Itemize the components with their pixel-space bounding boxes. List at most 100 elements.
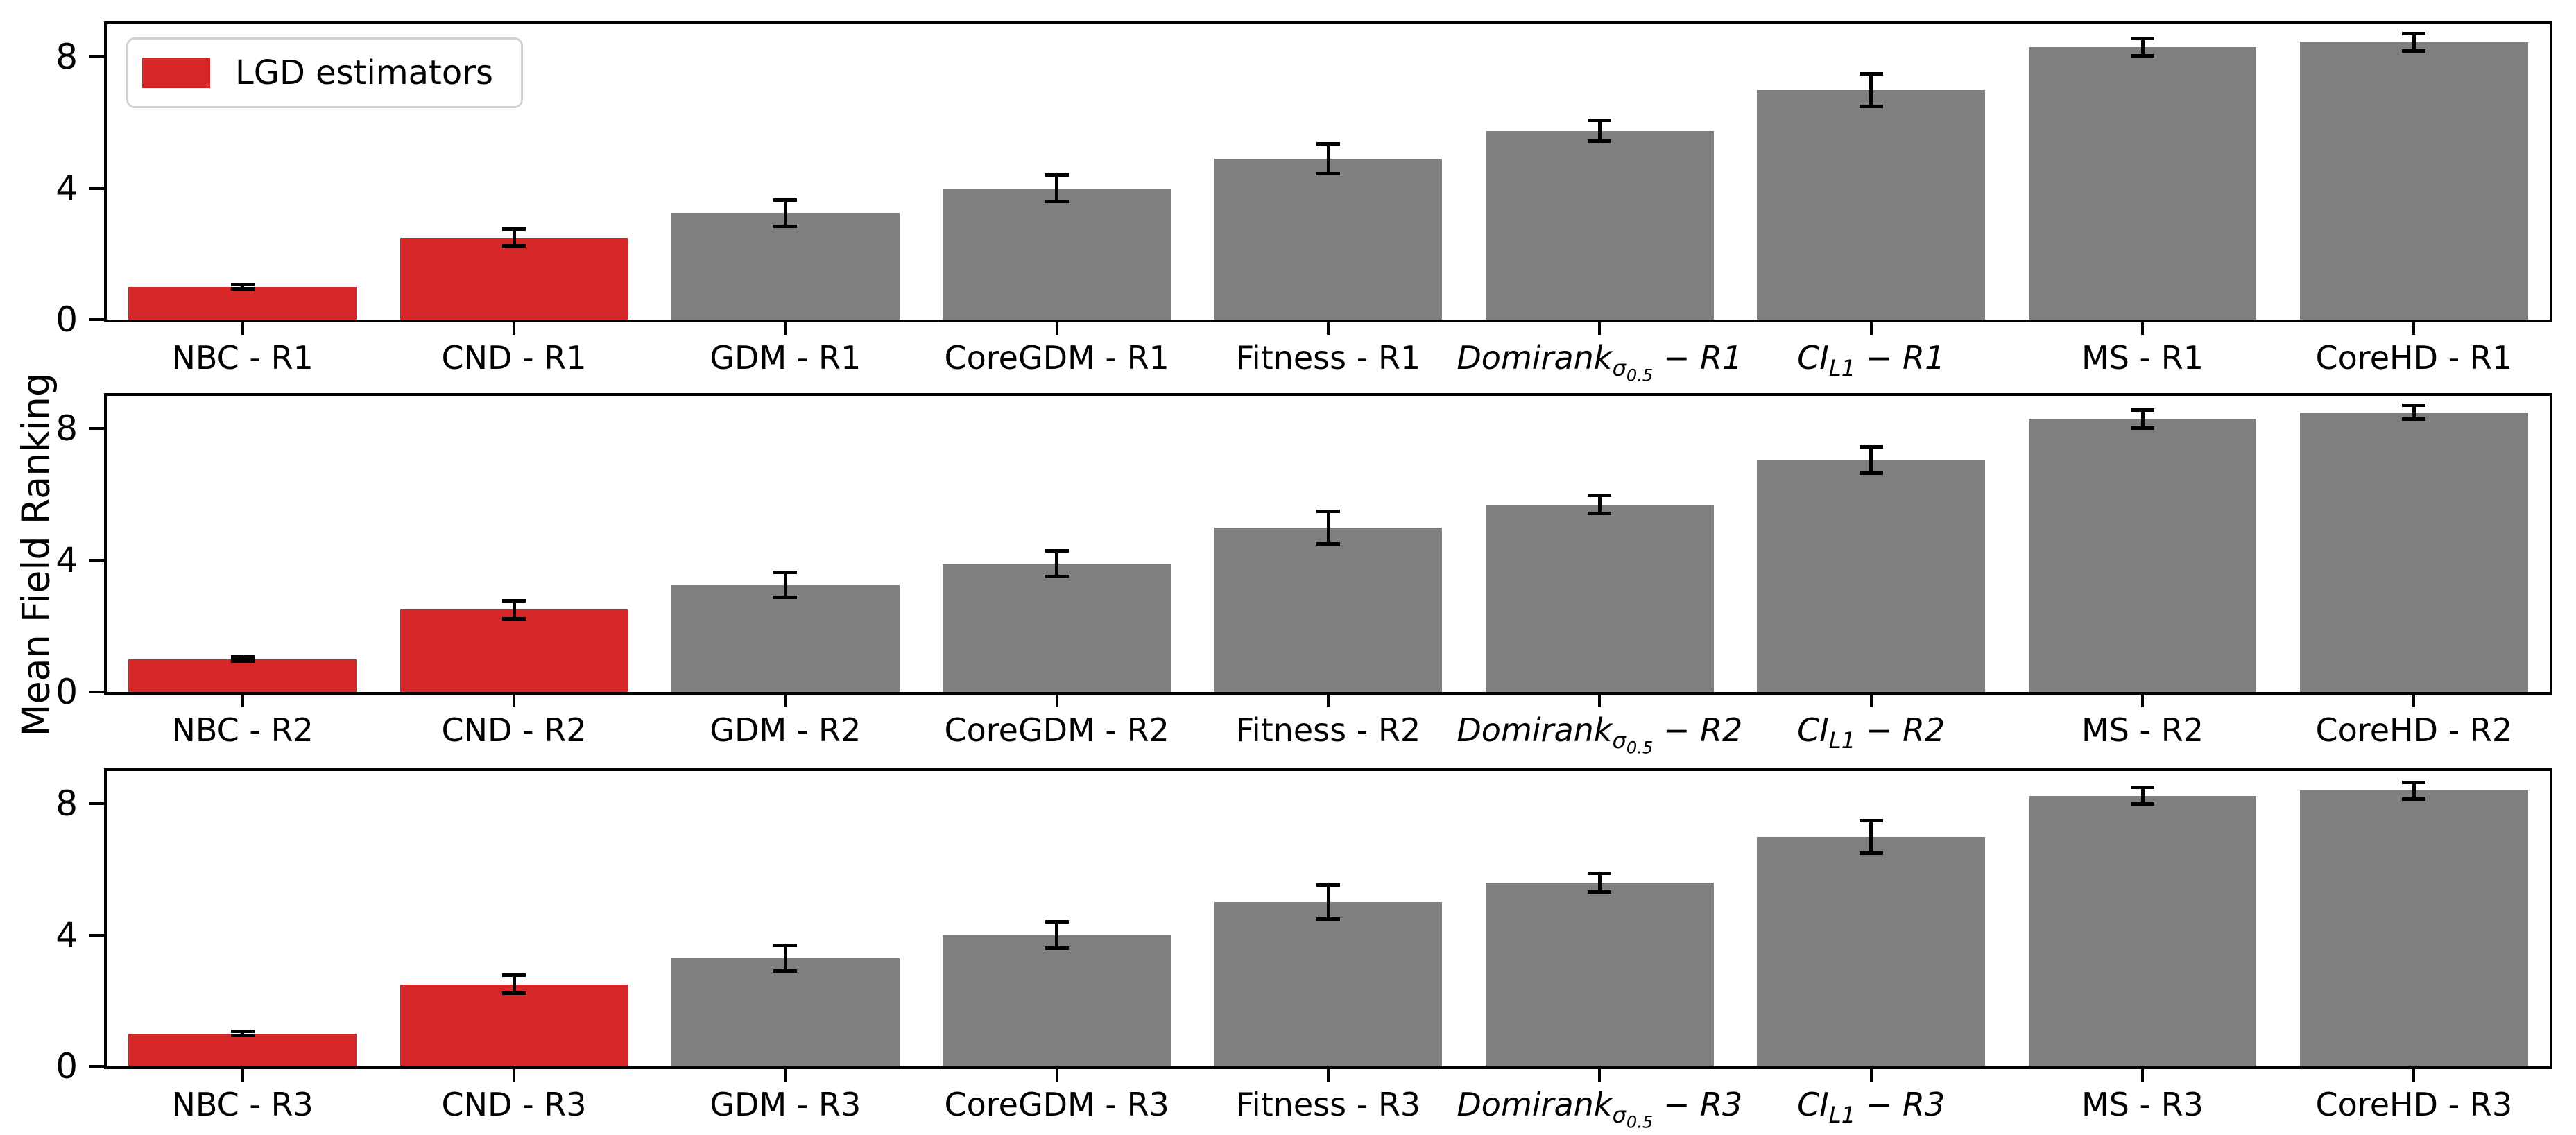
error-bar-R2-5 (1597, 495, 1602, 514)
bar-R2-0 (128, 659, 357, 692)
x-tick-label-R2-0: NBC - R2 (171, 711, 314, 749)
x-tick-R3-8 (2412, 1069, 2416, 1082)
x-tick-R2-2 (784, 695, 787, 707)
bar-R1-2 (671, 213, 900, 320)
error-bar-R3-5 (1597, 873, 1602, 892)
bar-R2-7 (2028, 419, 2257, 692)
x-tick-label-R1-2: GDM - R1 (710, 339, 861, 376)
bar-R1-6 (1757, 89, 1986, 320)
error-bar-R2-3 (1055, 551, 1059, 576)
error-bar-R1-8 (2412, 33, 2416, 51)
error-bar-cap-top (2402, 780, 2426, 784)
error-bar-R2-7 (2140, 410, 2145, 428)
x-tick-R1-0 (241, 322, 244, 335)
plot-area-R2 (104, 393, 2552, 695)
error-bar-R3-1 (512, 975, 516, 994)
x-tick-R1-5 (1598, 322, 1602, 335)
error-bar-cap-bottom (230, 1034, 255, 1038)
y-tick-label-R2-8: 8 (55, 408, 78, 449)
x-tick-R2-8 (2412, 695, 2416, 707)
x-tick-R3-6 (1869, 1069, 1873, 1082)
error-bar-cap-top (1588, 872, 1612, 876)
x-tick-R3-0 (241, 1069, 244, 1082)
error-bar-R3-8 (2412, 782, 2416, 799)
error-bar-R1-7 (2140, 38, 2145, 56)
y-tick-R2-8 (89, 427, 104, 431)
bar-R2-3 (943, 563, 1171, 692)
x-tick-label-R1-5: Domirankσ0.5 − R1 (1391, 339, 1808, 385)
panel-R2: NBC - R2 CND - R2 GDM - R2 CoreGDM - R2 Fitn… (0, 393, 2576, 758)
x-tick-R1-4 (1327, 322, 1330, 335)
x-tick-label-R2-3: CoreGDM - R2 (944, 711, 1169, 749)
bar-R1-0 (128, 286, 357, 320)
error-bar-cap-bottom (230, 287, 255, 291)
error-bar-cap-bottom (1316, 917, 1340, 921)
x-tick-label-R1-8: CoreHD - R1 (2315, 339, 2513, 376)
error-bar-cap-top (1045, 173, 1069, 177)
y-tick-label-R1-8: 8 (55, 37, 78, 78)
bar-R1-1 (400, 237, 628, 320)
bar-R3-7 (2028, 795, 2257, 1066)
error-bar-cap-top (773, 943, 798, 947)
error-bar-cap-top (1859, 71, 1883, 76)
error-bar-R2-1 (512, 600, 516, 619)
x-tick-R2-7 (2141, 695, 2144, 707)
x-tick-label-R3-4: Fitness - R3 (1235, 1086, 1421, 1123)
x-tick-R3-4 (1327, 1069, 1330, 1082)
bar-R3-1 (400, 984, 628, 1066)
bar-R3-8 (2299, 790, 2528, 1066)
error-bar-R3-4 (1326, 885, 1330, 919)
error-bar-cap-bottom (2131, 802, 2154, 806)
bar-R1-3 (943, 188, 1171, 320)
y-tick-label-R2-4: 4 (55, 540, 78, 581)
x-tick-label-R3-0: NBC - R3 (171, 1086, 314, 1123)
error-bar-R3-0 (241, 1031, 245, 1036)
y-tick-label-R3-8: 8 (55, 783, 78, 824)
x-tick-label-R1-3: CoreGDM - R1 (944, 339, 1169, 376)
y-tick-R3-0 (89, 1065, 104, 1068)
error-bar-cap-bottom (502, 617, 526, 621)
bar-R2-8 (2299, 412, 2528, 692)
error-bar-cap-top (1316, 509, 1340, 513)
x-tick-label-R2-1: CND - R2 (441, 711, 587, 749)
bar-R1-5 (1485, 130, 1714, 320)
error-bar-cap-bottom (1045, 200, 1069, 204)
panel-R3: NBC - R3 CND - R3 GDM - R3 CoreGDM - R3 Fitn… (0, 768, 2576, 1132)
x-tick-R1-1 (513, 322, 515, 335)
error-bar-cap-bottom (2131, 426, 2154, 430)
error-bar-cap-bottom (773, 596, 798, 600)
x-tick-R3-3 (1055, 1069, 1058, 1082)
error-bar-R2-8 (2412, 405, 2416, 419)
x-tick-label-R1-4: Fitness - R1 (1235, 339, 1421, 376)
y-tick-label-R3-4: 4 (55, 915, 78, 955)
legend-label: LGD estimators (235, 53, 493, 92)
error-bar-cap-bottom (2131, 54, 2154, 58)
math-label: Domirankσ0.5 − R1 (1457, 339, 1743, 385)
legend: LGD estimators (126, 37, 523, 108)
math-label: CIL1 − R1 (1797, 339, 1946, 382)
error-bar-R2-0 (241, 657, 245, 661)
y-tick-R3-8 (89, 802, 104, 806)
x-tick-label-R2-7: MS - R2 (2081, 711, 2204, 749)
y-tick-R3-4 (89, 933, 104, 937)
error-bar-R3-3 (1055, 921, 1059, 948)
y-tick-R2-4 (89, 559, 104, 562)
error-bar-cap-bottom (773, 969, 798, 973)
error-bar-cap-top (230, 1030, 255, 1034)
bar-R3-6 (1757, 836, 1986, 1066)
x-tick-R1-2 (784, 322, 787, 335)
error-bar-R1-3 (1055, 175, 1059, 202)
error-bar-cap-bottom (2402, 797, 2426, 802)
error-bar-cap-bottom (1859, 471, 1883, 475)
error-bar-R1-4 (1326, 144, 1330, 174)
error-bar-R3-6 (1869, 820, 1873, 854)
x-tick-R2-3 (1055, 695, 1058, 707)
error-bar-cap-top (2131, 36, 2154, 40)
math-label: Domirankσ0.5 − R2 (1457, 711, 1743, 758)
error-bar-cap-top (1045, 920, 1069, 924)
error-bar-cap-bottom (1859, 104, 1883, 108)
error-bar-cap-bottom (502, 991, 526, 996)
x-tick-label-R1-1: CND - R1 (441, 339, 587, 376)
x-tick-label-R3-8: CoreHD - R3 (2315, 1086, 2513, 1123)
error-bar-cap-top (230, 655, 255, 659)
